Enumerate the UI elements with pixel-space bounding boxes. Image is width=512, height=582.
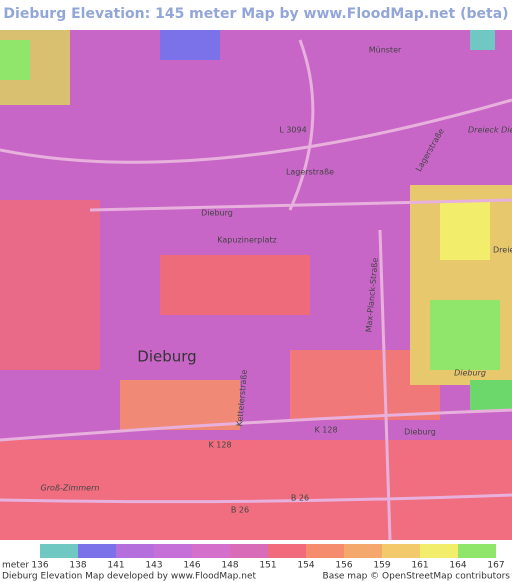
legend-tick-label: 136 [31,561,48,571]
legend-tick-label: 156 [335,561,352,571]
terrain-patch [430,300,500,370]
terrain-patch [470,30,495,50]
map-label: Dreie [493,246,512,255]
legend-tick-label: 154 [297,561,314,571]
legend-tick-label: 143 [145,561,162,571]
legend-tick-label: 148 [221,561,238,571]
legend-swatch [192,544,230,558]
title: Dieburg Elevation: 145 meter Map by www.… [3,6,508,22]
legend-swatch [116,544,154,558]
map-label: B 26 [231,506,249,515]
legend-swatch [154,544,192,558]
legend-tick-label: 146 [183,561,200,571]
legend-tick-label: 141 [107,561,124,571]
map-label: L 3094 [279,126,306,135]
map-label: Münster [369,46,402,55]
legend-unit: meter [2,561,29,571]
map-label: Dieburg [201,209,233,218]
legend-tick-label: 167 [487,561,504,571]
terrain-patch [0,40,30,80]
map-label: Groß-Zimmern [41,484,100,493]
legend-swatch [420,544,458,558]
legend-swatch [230,544,268,558]
map-label: K 128 [208,441,231,450]
map-label: B 26 [291,494,309,503]
legend-swatch [268,544,306,558]
footer-left: Dieburg Elevation Map developed by www.F… [2,572,256,582]
terrain-patch [120,380,240,430]
terrain-patch [160,255,310,315]
terrain-patch [0,440,512,540]
legend-swatch [344,544,382,558]
footer-right: Base map © OpenStreetMap contributors [323,572,511,582]
legend-tick-label: 151 [259,561,276,571]
map-label: Dieburg [404,428,436,437]
legend: meter 136 138 141 143 146 148 151 154 156 159 161 1… [2,544,505,571]
road [0,39,512,541]
legend-swatch [382,544,420,558]
terrain-patch [470,380,512,410]
terrain-patch [160,30,220,60]
map-label: Lagerstraße [286,168,334,177]
map: Münster L 3094 Lagerstraße Dreieck Die L… [0,30,512,541]
map-label: Dieburg [137,348,196,366]
legend-swatch [40,544,78,558]
legend-swatch [458,544,496,558]
legend-tick-label: 159 [373,561,390,571]
legend-swatch [78,544,116,558]
legend-tick-label: 138 [69,561,86,571]
terrain-patch [0,200,100,370]
map-label: Dreieck Die [468,126,512,135]
map-label: Dieburg [454,369,486,378]
legend-tick-label: 164 [449,561,466,571]
map-label: Kapuzinerplatz [217,236,276,245]
terrain-patch [440,200,490,260]
map-label: K 128 [314,426,337,435]
legend-swatch [306,544,344,558]
legend-tick-label: 161 [411,561,428,571]
